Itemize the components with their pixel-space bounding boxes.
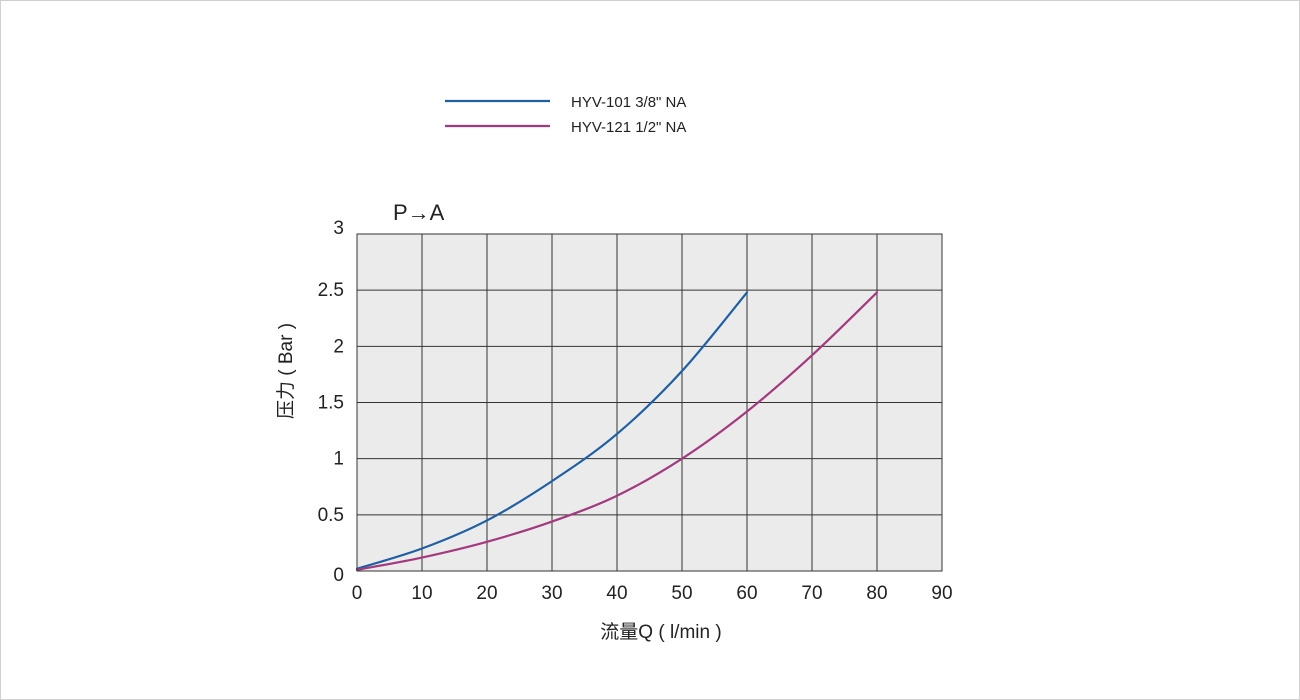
y-tick-labels: 0 0.5 1 1.5 2 2.5 3 [318,218,344,586]
y-tick-label: 1 [333,449,344,470]
x-tick-label: 50 [671,583,692,604]
x-tick-label: 40 [606,583,627,604]
chart-title: P→A [393,200,445,225]
x-tick-label: 80 [866,583,887,604]
series-line-1 [355,291,749,570]
legend-label-2: HYV-121 1/2" NA [571,119,686,136]
x-tick-label: 20 [476,583,497,604]
x-tick-label: 30 [541,583,562,604]
plot-border [356,233,943,572]
x-tick-label: 70 [801,583,822,604]
legend: HYV-101 3/8" NA HYV-121 1/2" NA [445,94,686,136]
x-tick-label: 60 [736,583,757,604]
y-tick-label: 0.5 [318,505,344,526]
series-line-2 [355,291,879,571]
x-tick-labels: 0 10 20 30 40 50 60 70 80 90 [352,583,953,604]
y-tick-label: 3 [333,218,344,239]
y-tick-label: 1.5 [318,393,344,414]
y-tick-label: 2 [333,336,344,357]
x-tick-label: 10 [411,583,432,604]
y-tick-label: 2.5 [318,280,344,301]
grid [357,234,942,571]
series-lines [355,291,879,571]
legend-label-1: HYV-101 3/8" NA [571,94,686,111]
x-tick-label: 0 [352,583,363,604]
y-axis-title: 压力 ( Bar ) [275,323,297,419]
y-tick-label: 0 [333,565,344,586]
x-axis-title: 流量Q ( l/min ) [600,621,721,643]
x-tick-label: 90 [931,583,952,604]
